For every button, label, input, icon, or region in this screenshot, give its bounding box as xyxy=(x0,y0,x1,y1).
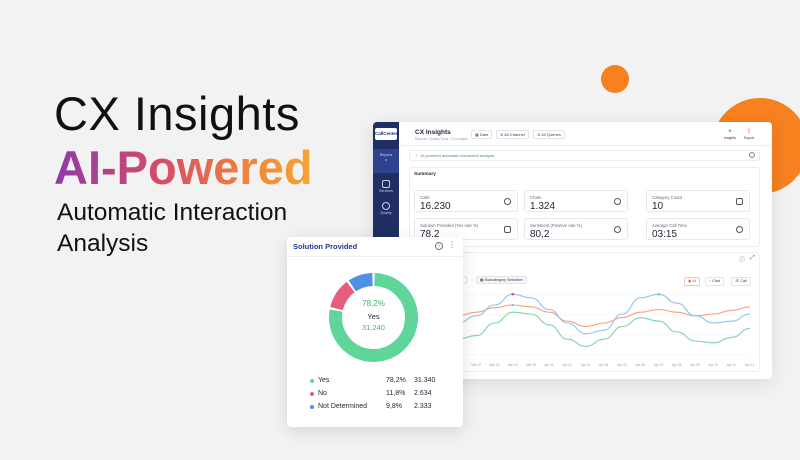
legend-row-no: No 11,8% 2.634 xyxy=(310,390,460,400)
plus-icon: + xyxy=(415,153,418,158)
decorative-circle-small xyxy=(601,65,629,93)
grid-icon: ▦ xyxy=(480,278,485,282)
app-logo: CallCenter xyxy=(375,128,398,140)
x-tick-label: Mar 03 xyxy=(489,363,500,367)
data-point-marker[interactable] xyxy=(657,292,661,296)
donut-center-percentage: 78,2% xyxy=(362,299,385,308)
channel-filter[interactable]: ⊘ All Channel xyxy=(496,130,529,139)
x-tick-label: Apr 08 xyxy=(672,363,682,367)
expand-icon[interactable]: ⤢ xyxy=(750,255,755,261)
hero-title: CX Insights xyxy=(54,87,300,140)
hero-ai-powered: AI-Powered xyxy=(54,141,313,194)
sidebar-item-reports[interactable]: Reports ⌃ xyxy=(376,153,396,165)
solution-provided-card: Solution Provided i ⋮ 78,2% Yes 31.240 Y… xyxy=(287,237,463,427)
line-chart xyxy=(458,292,750,356)
export-icon: ⇪ xyxy=(746,129,752,135)
donut-segment-no[interactable] xyxy=(330,281,355,311)
smile-icon xyxy=(614,226,621,233)
insights-button[interactable]: ✦ Insights xyxy=(724,129,736,140)
x-tick-label: Apr 10 xyxy=(708,363,718,367)
home-icon xyxy=(382,180,390,188)
phone-icon: ☏ xyxy=(735,279,741,283)
average-call-time-card: Average Call Time 03:15 xyxy=(646,218,750,240)
category-count-card: Category Count 10 xyxy=(646,190,750,212)
x-tick-label: Apr 01 xyxy=(544,363,554,367)
dashboard-header: CX Insights Reports / Quality Tools / CX… xyxy=(399,122,772,146)
subcategory-selection-chip[interactable]: ▦ Subcategory Selection xyxy=(476,276,527,284)
legend-dot xyxy=(310,392,314,396)
sidebar-item-label: Reports xyxy=(379,153,393,157)
all-icon: ▣ xyxy=(688,279,693,283)
info-icon[interactable]: i xyxy=(749,152,755,158)
export-button[interactable]: ⇪ Export xyxy=(742,128,756,142)
x-tick-label: Apr 11 xyxy=(726,363,736,367)
chat-icon xyxy=(614,198,621,205)
toggle-call[interactable]: ☏ Call xyxy=(731,277,751,286)
info-icon[interactable]: i xyxy=(435,242,443,250)
ai-analysis-bar[interactable]: + AI-powered automatic interaction analys… xyxy=(409,150,760,161)
legend-row-not-determined: Not Determined 9,8% 2.333 xyxy=(310,403,460,413)
page-title: CX Insights xyxy=(415,129,451,136)
sidebar-item-label: Quality xyxy=(380,211,392,215)
calls-card: Calls 16.230 xyxy=(414,190,518,212)
summary-heading: Summary xyxy=(414,172,436,177)
x-tick-label: Apr 03 xyxy=(580,363,591,367)
donut-chart xyxy=(329,273,418,362)
sidebar-item-label: Services xyxy=(379,189,393,193)
x-tick-label: Apr 04 xyxy=(599,363,609,367)
sidebar-active-highlight xyxy=(373,149,399,173)
sparkle-icon: ✦ xyxy=(727,129,733,135)
toggle-all[interactable]: ▣ All xyxy=(684,277,701,286)
x-tick-label: Apr 05 xyxy=(617,363,627,367)
headset-icon xyxy=(382,202,390,210)
x-tick-label: Mar 02 xyxy=(471,363,482,367)
hero-subtitle-line1: Automatic Interaction xyxy=(57,199,288,226)
card-header: Solution Provided i ⋮ xyxy=(287,237,463,257)
x-tick-label: Apr 07 xyxy=(653,363,664,367)
data-point-marker[interactable] xyxy=(511,303,515,307)
summary-panel xyxy=(409,167,760,247)
data-point-marker[interactable] xyxy=(511,292,515,296)
hero-subtitle-line2: Analysis xyxy=(57,230,149,257)
x-tick-label: Apr 06 xyxy=(635,363,645,367)
legend-dot xyxy=(310,379,314,383)
link-icon: ⊘ xyxy=(500,132,505,137)
x-tick-label: Apr 09 xyxy=(690,363,700,367)
info-icon[interactable]: ⓘ xyxy=(739,258,746,264)
sidebar-item-services[interactable]: Services xyxy=(376,180,396,193)
toggle-chat[interactable]: ◌ Chat xyxy=(705,277,724,286)
donut-segment-not-determined[interactable] xyxy=(348,273,374,292)
more-options-icon[interactable]: ⋮ xyxy=(448,240,456,249)
chart-icon: ⌃ xyxy=(383,159,389,165)
x-tick-label: Apr 12 xyxy=(745,363,755,367)
x-tick-label: Mar 04 xyxy=(507,363,518,367)
breadcrumb: Reports / Quality Tools / CX Insights xyxy=(415,137,468,141)
solution-rate-card: Solution Provided (Yes rate %) 78,2 xyxy=(414,218,518,240)
legend-dot xyxy=(310,405,314,409)
x-tick-label: Apr 02 xyxy=(562,363,572,367)
donut-center-count: 31.240 xyxy=(362,323,385,332)
hero-subtitle: Automatic Interaction Analysis xyxy=(57,197,357,259)
legend-row-yes: Yes 78,2% 31.340 xyxy=(310,377,460,387)
chat-icon: ◌ xyxy=(709,279,713,283)
phone-icon xyxy=(504,198,511,205)
series-line-blue xyxy=(458,293,750,335)
link-icon: ⊘ xyxy=(537,132,542,137)
sentiment-card: Sentiment (Positive rate %) 80,2 xyxy=(524,218,628,240)
queue-filter[interactable]: ⊘ All Queues xyxy=(533,130,565,139)
donut-segment-yes[interactable] xyxy=(329,273,418,362)
series-line-green xyxy=(458,311,750,347)
clock-icon xyxy=(736,226,743,233)
calendar-icon: ▦ xyxy=(475,132,480,137)
series-line-orange xyxy=(458,304,750,328)
sidebar-item-quality[interactable]: Quality xyxy=(376,202,396,215)
x-tick-label: Mar 05 xyxy=(526,363,536,367)
donut-center-label: Yes xyxy=(367,312,380,321)
date-filter[interactable]: ▦ Date xyxy=(471,130,493,139)
card-title: Solution Provided xyxy=(293,242,358,251)
grid-icon xyxy=(736,198,743,205)
chats-card: Chats 1.324 xyxy=(524,190,628,212)
thumbs-up-icon xyxy=(504,226,511,233)
